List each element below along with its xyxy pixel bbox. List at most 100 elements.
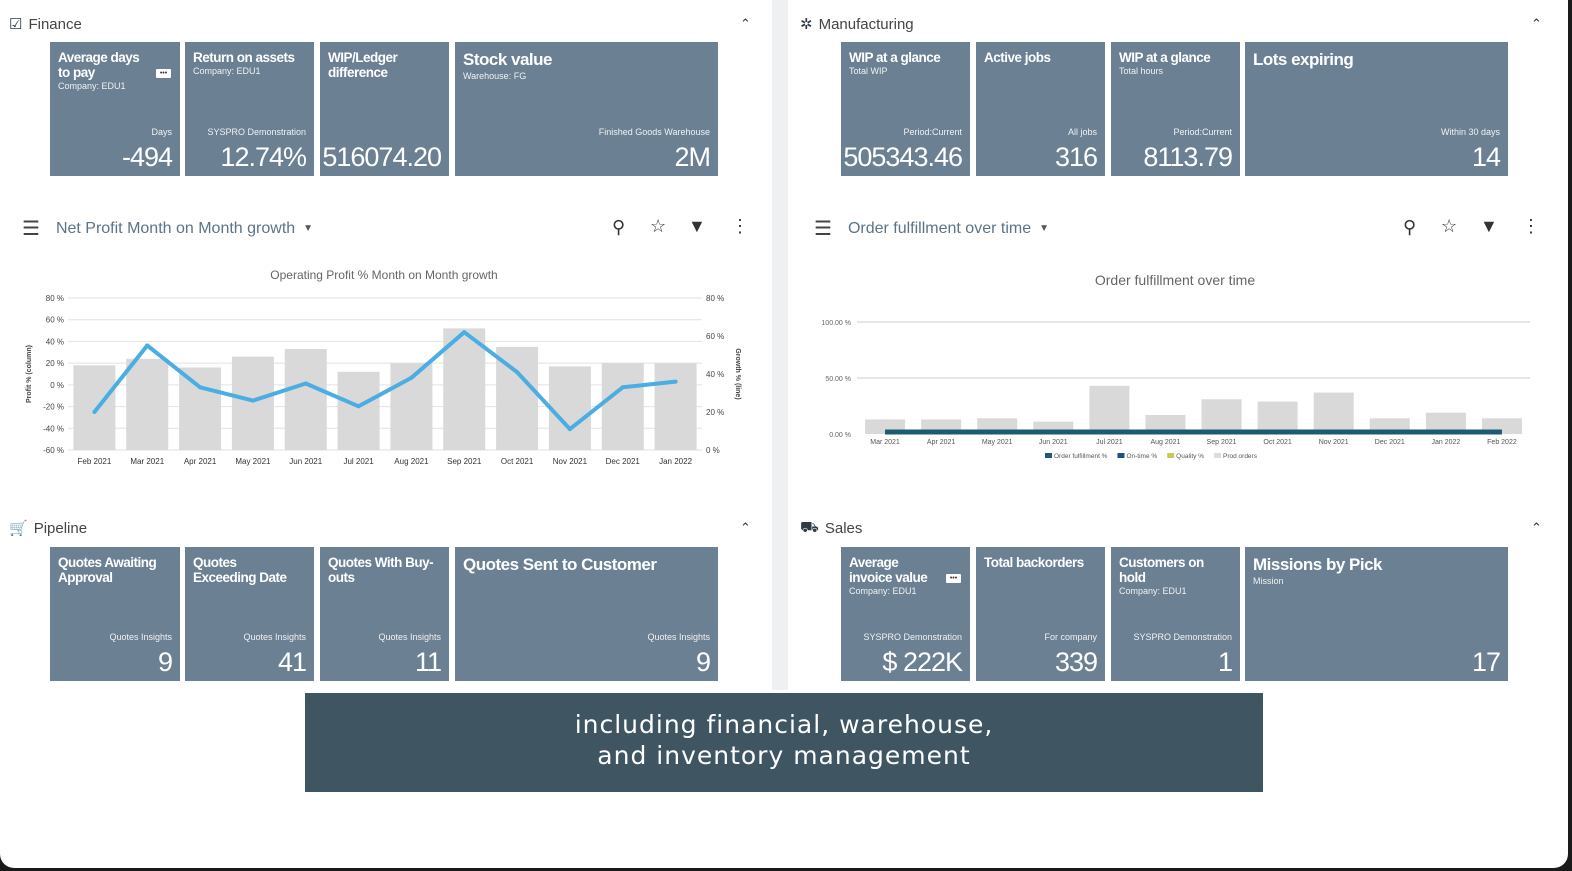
tile-title: Active jobs: [984, 50, 1051, 65]
manufacturing-tile[interactable]: Lots expiring Within 30 days 14: [1245, 42, 1508, 176]
pipeline-collapse-button[interactable]: ⌃: [740, 520, 751, 535]
finance-tile[interactable]: Stock value Warehouse: FG Finished Goods W…: [455, 42, 718, 176]
y-tick-label: 50.00 %: [825, 376, 851, 383]
legend-item: Prod orders: [1223, 453, 1258, 460]
chevron-down-icon[interactable]: ▼: [1039, 223, 1050, 234]
tile-title: WIP at a glance: [1119, 50, 1211, 65]
search-icon[interactable]: ⚲: [1403, 217, 1417, 237]
pipeline-tile[interactable]: Quotes Exceeding Date Quotes Insights 41: [185, 547, 314, 681]
finance-tile[interactable]: Average days to pay Company: EDU1 Days -494…: [50, 42, 180, 176]
bar: [337, 371, 380, 450]
manufacturing-tile[interactable]: WIP at a glance Total hours Period:Current…: [1111, 42, 1240, 176]
more-vertical-icon[interactable]: ⋮: [1522, 216, 1540, 236]
x-tick-label: Oct 2021: [501, 457, 534, 466]
bar: [601, 363, 644, 450]
more-options-icon[interactable]: •••: [156, 69, 171, 78]
finance-tile[interactable]: WIP/Ledger difference 516074.20: [320, 42, 449, 176]
tile-value: $ 222K: [882, 647, 963, 677]
left-widget-selector[interactable]: Net Profit Month on Month growth: [55, 219, 296, 237]
tile-subtitle: Company: EDU1: [193, 66, 261, 76]
tile-footnote: Days: [151, 127, 172, 137]
tile-title: Quotes With Buy-outs: [328, 555, 434, 585]
x-tick-label: Jan 2022: [1431, 439, 1460, 446]
x-tick-label: Sep 2021: [447, 457, 482, 466]
x-tick-label: Aug 2021: [394, 457, 429, 466]
video-caption: including financial, warehouse, and inve…: [305, 693, 1263, 792]
tile-value: 11: [414, 647, 442, 677]
line-point: [356, 404, 361, 409]
bar: [1425, 412, 1466, 434]
chevron-down-icon[interactable]: ▼: [303, 223, 314, 234]
right-widget-selector[interactable]: Order fulfillment over time: [847, 219, 1032, 237]
x-tick-label: Apr 2021: [927, 439, 956, 446]
growth-line: [92, 330, 676, 432]
menu-icon[interactable]: ☰: [22, 218, 40, 240]
manufacturing-header: ✲ Manufacturing: [800, 15, 914, 34]
sales-collapse-button[interactable]: ⌃: [1531, 520, 1542, 535]
bar: [73, 365, 116, 450]
pipeline-tile[interactable]: Quotes Awaiting Approval Quotes Insights 9: [50, 547, 180, 681]
bar: [126, 358, 169, 450]
x-tick-label: Mar 2021: [130, 457, 164, 466]
x-tick-label: Oct 2021: [1263, 439, 1292, 446]
search-icon[interactable]: ⚲: [612, 217, 626, 237]
sales-tile[interactable]: Total backorders For company 339: [976, 547, 1105, 681]
tile-value: 41: [277, 647, 307, 677]
line-point: [409, 375, 414, 380]
column-divider: [772, 0, 788, 690]
tile-value: 1: [1217, 647, 1233, 677]
tile-value: 339: [1054, 647, 1098, 677]
tile-value: 505343.46: [843, 142, 963, 172]
tile-footnote: Period:Current: [1173, 127, 1232, 137]
tile-subtitle: Company: EDU1: [58, 81, 126, 91]
x-tick-label: Aug 2021: [1150, 439, 1180, 446]
menu-icon[interactable]: ☰: [814, 218, 832, 240]
y-tick-label: 0 %: [50, 381, 64, 390]
legend-swatch: [1167, 453, 1175, 458]
x-tick-label: May 2021: [235, 457, 271, 466]
tile-value: 9: [695, 647, 711, 677]
manufacturing-collapse-button[interactable]: ⌃: [1531, 16, 1542, 31]
x-tick-label: Feb 2022: [1487, 439, 1517, 446]
line-point: [145, 343, 150, 348]
bar: [231, 356, 274, 450]
y2-tick-label: 40 %: [706, 370, 724, 379]
tile-value: 12.74%: [220, 142, 307, 172]
sales-tile[interactable]: Customers on hold Company: EDU1 SYSPRO Dem…: [1111, 547, 1240, 681]
profit-growth-chart: Operating Profit % Month on Month growth…: [26, 268, 741, 466]
pipeline-tile[interactable]: Quotes Sent to Customer Quotes Insights 9: [455, 547, 718, 681]
bar: [1257, 401, 1298, 434]
star-icon[interactable]: ☆: [1441, 216, 1458, 236]
tile-value: -494: [121, 142, 173, 172]
star-icon[interactable]: ☆: [650, 216, 667, 236]
more-vertical-icon[interactable]: ⋮: [731, 216, 749, 236]
chart-title: Operating Profit % Month on Month growth: [270, 268, 497, 282]
y-tick-label: 80 %: [46, 294, 64, 303]
tile-subtitle: Total hours: [1119, 66, 1164, 76]
tile-title: WIP/Ledger difference: [328, 50, 398, 80]
tile-title: Stock value: [463, 50, 553, 69]
tile-title: Average days to pay: [58, 50, 140, 80]
finance-tile[interactable]: Return on assets Company: EDU1 SYSPRO Demo…: [185, 42, 314, 176]
manufacturing-tile[interactable]: Active jobs All jobs 316: [976, 42, 1105, 176]
bar: [1313, 392, 1354, 434]
tile-title: WIP at a glance: [849, 50, 941, 65]
caption-line-1: including financial, warehouse,: [574, 710, 994, 739]
more-options-icon[interactable]: •••: [946, 574, 961, 583]
tile-subtitle: Company: EDU1: [849, 586, 917, 596]
filter-icon[interactable]: ▼: [688, 216, 706, 236]
legend-swatch: [1117, 453, 1125, 458]
line-point: [673, 379, 678, 384]
finance-collapse-button[interactable]: ⌃: [740, 16, 751, 31]
tile-subtitle: Warehouse: FG: [463, 71, 527, 81]
filter-icon[interactable]: ▼: [1480, 216, 1498, 236]
sales-tile[interactable]: Average invoice value Company: EDU1 SYSPRO…: [841, 547, 970, 681]
tile-value: 8113.79: [1143, 142, 1233, 172]
pipeline-tile[interactable]: Quotes With Buy-outs Quotes Insights 11: [320, 547, 449, 681]
sales-tile[interactable]: Missions by Pick Mission 17: [1245, 547, 1508, 681]
x-tick-label: Jan 2022: [659, 457, 692, 466]
tile-footnote: SYSPRO Demonstration: [207, 127, 306, 137]
manufacturing-tile[interactable]: WIP at a glance Total WIP Period:Current 50…: [841, 42, 970, 176]
bar: [284, 349, 327, 450]
bar: [1089, 385, 1130, 434]
